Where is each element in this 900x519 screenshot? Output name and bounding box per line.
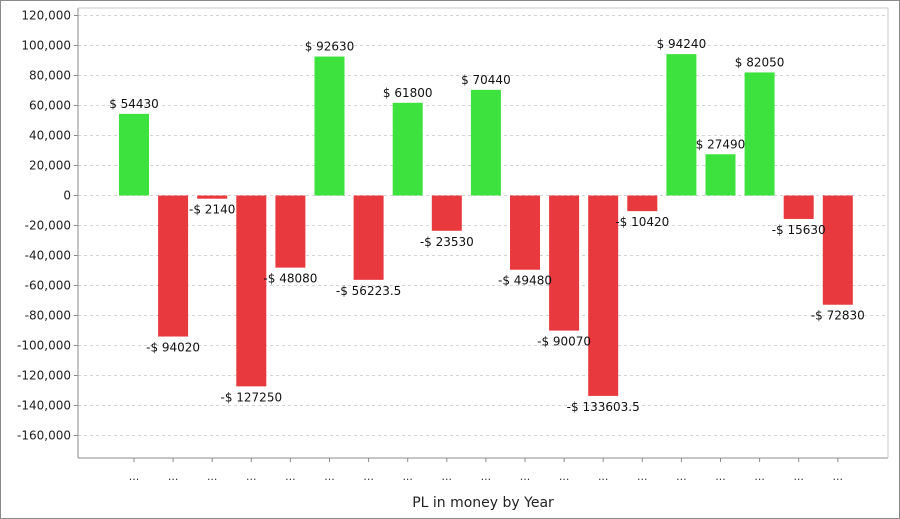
bar bbox=[705, 154, 736, 196]
x-tick-label: ... bbox=[833, 470, 844, 483]
bar bbox=[470, 89, 501, 196]
bars bbox=[119, 54, 853, 396]
y-tick-label: -160,000 bbox=[17, 429, 71, 443]
x-tick-label: ... bbox=[481, 470, 492, 483]
y-tick-label: -60,000 bbox=[25, 279, 71, 293]
data-label: -$ 90070 bbox=[537, 335, 591, 349]
data-label: $ 92630 bbox=[305, 40, 355, 54]
data-label: $ 61800 bbox=[383, 86, 433, 100]
y-tick-label: 80,000 bbox=[29, 69, 71, 83]
y-tick-label: -140,000 bbox=[17, 399, 71, 413]
data-label: $ 54430 bbox=[109, 97, 159, 111]
y-tick-label: 20,000 bbox=[29, 159, 71, 173]
x-tick-label: ... bbox=[285, 470, 296, 483]
x-tick-label: ... bbox=[168, 470, 179, 483]
data-label: $ 82050 bbox=[735, 55, 785, 69]
bar bbox=[588, 195, 619, 396]
bar bbox=[510, 195, 540, 270]
x-category-labels: ........................................… bbox=[129, 470, 843, 483]
bar bbox=[666, 54, 697, 196]
data-labels: $ 54430 -$ 94020 -$ 2140 -$ 127250 -$ 48080 $… bbox=[109, 37, 865, 414]
x-tick-label: ... bbox=[520, 470, 531, 483]
bar bbox=[353, 195, 384, 280]
x-tick-label: ... bbox=[637, 470, 648, 483]
y-tick-label: 40,000 bbox=[29, 129, 71, 143]
bar bbox=[822, 195, 853, 305]
y-tick-label: -120,000 bbox=[17, 369, 71, 383]
data-label: $ 27490 bbox=[696, 137, 746, 151]
bar bbox=[549, 195, 580, 331]
x-tick-label: ... bbox=[402, 470, 413, 483]
y-tick-label: 0 bbox=[63, 189, 71, 203]
x-tick-label: ... bbox=[754, 470, 765, 483]
axes: 120,000 100,000 80,000 60,000 40,000 20,000 0 -… bbox=[17, 7, 889, 462]
x-axis-title: PL in money by Year bbox=[412, 495, 554, 511]
x-tick-label: ... bbox=[207, 470, 218, 483]
x-tick-label: ... bbox=[793, 470, 804, 483]
x-tick-label: ... bbox=[324, 470, 335, 483]
data-label: -$ 2140 bbox=[189, 203, 235, 217]
y-tick-label: 100,000 bbox=[21, 39, 71, 53]
x-tick-label: ... bbox=[559, 470, 570, 483]
data-label: $ 94240 bbox=[657, 37, 707, 51]
data-label: -$ 56223.5 bbox=[336, 284, 401, 298]
x-tick-label: ... bbox=[715, 470, 726, 483]
x-tick-label: ... bbox=[246, 470, 257, 483]
bar bbox=[431, 195, 462, 231]
data-label: -$ 72830 bbox=[811, 309, 865, 323]
y-tick-label: 60,000 bbox=[29, 99, 71, 113]
data-label: -$ 49480 bbox=[498, 274, 552, 288]
y-tick-label: 120,000 bbox=[21, 9, 71, 23]
bar bbox=[314, 56, 345, 196]
bar bbox=[197, 195, 228, 199]
x-tick-label: ... bbox=[363, 470, 374, 483]
data-label: -$ 10420 bbox=[615, 215, 669, 229]
bar bbox=[744, 72, 775, 196]
data-label: $ 70440 bbox=[461, 73, 511, 87]
x-tick-label: ... bbox=[598, 470, 609, 483]
data-label: -$ 127250 bbox=[221, 390, 283, 404]
x-tick-label: ... bbox=[442, 470, 453, 483]
bar bbox=[275, 195, 306, 268]
bar bbox=[627, 195, 658, 212]
bar bbox=[119, 113, 149, 196]
data-label: -$ 15630 bbox=[772, 223, 826, 237]
y-tick-label: -100,000 bbox=[17, 339, 71, 353]
bar bbox=[783, 195, 814, 219]
bar bbox=[158, 195, 189, 337]
data-label: -$ 133603.5 bbox=[567, 400, 640, 414]
data-label: -$ 48080 bbox=[263, 272, 317, 286]
y-tick-label: -80,000 bbox=[25, 309, 71, 323]
data-label: -$ 94020 bbox=[146, 341, 200, 355]
y-tick-label: -40,000 bbox=[25, 249, 71, 263]
y-tick-label: -20,000 bbox=[25, 219, 71, 233]
bar bbox=[392, 102, 423, 196]
bar bbox=[236, 195, 267, 387]
x-tick-label: ... bbox=[676, 470, 687, 483]
x-tick-label: ... bbox=[129, 470, 140, 483]
data-label: -$ 23530 bbox=[420, 235, 474, 249]
